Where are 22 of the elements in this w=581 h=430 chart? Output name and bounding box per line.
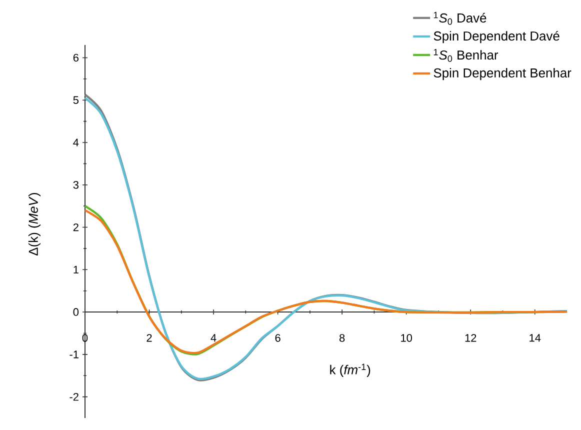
y-tick-label: 0: [73, 308, 79, 316]
y-tick-label: 1: [74, 266, 78, 274]
legend-label: Spin Dependent Benhar: [434, 68, 572, 80]
x-tick-label: 8: [339, 334, 345, 342]
x-tick-label: 14: [530, 334, 541, 342]
x-tick-label: 6: [275, 334, 280, 342]
y-tick-label: 5: [73, 96, 79, 104]
x-tick-label: 4: [210, 334, 216, 342]
legend-label: $^{1}$S$_{0}$ Benhar: [434, 48, 498, 62]
y-tick-label: 4: [73, 138, 79, 146]
y-tick-label: -1: [70, 350, 78, 358]
y-tick-label: 6: [73, 54, 78, 62]
y-tick-label: 3: [73, 181, 78, 189]
x-tick-label: 2: [146, 334, 152, 342]
y-axis-title: Δ(k) (MeV): [28, 193, 41, 256]
y-tick-label: 2: [73, 223, 78, 232]
x-tick-label: 12: [465, 334, 476, 342]
x-axis-title: k (fm$^{-1}$): [330, 364, 370, 377]
legend-label: $^{1}$S$_{0}$ Davé: [434, 12, 486, 25]
legend-label: Spin Dependent Davé: [434, 30, 560, 44]
x-tick-label: 10: [401, 334, 412, 342]
y-tick-label: -2: [70, 392, 78, 401]
